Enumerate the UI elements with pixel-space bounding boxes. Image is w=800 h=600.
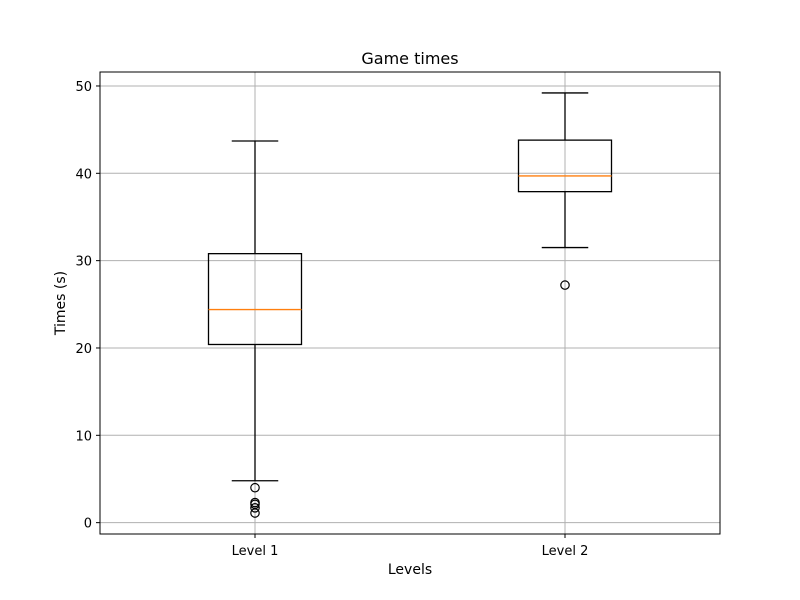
outlier-point bbox=[250, 482, 260, 493]
x-axis-label: Levels bbox=[388, 562, 432, 578]
x-tick-label: Level 1 bbox=[232, 544, 279, 559]
y-axis-label: Times (s) bbox=[53, 271, 69, 336]
y-tick-label: 40 bbox=[75, 167, 92, 182]
x-tick-label: Level 2 bbox=[542, 544, 589, 559]
box-1 bbox=[207, 140, 303, 518]
y-axis: 0 10 20 30 40 50 bbox=[75, 80, 100, 532]
outlier-point bbox=[250, 502, 260, 513]
iqr-box bbox=[517, 139, 613, 193]
y-tick-label: 0 bbox=[84, 517, 92, 532]
y-tick-label: 10 bbox=[75, 429, 92, 444]
iqr-box bbox=[207, 253, 303, 346]
y-tick-label: 30 bbox=[75, 255, 92, 270]
y-tick-label: 50 bbox=[75, 80, 92, 95]
plot-area-frame bbox=[99, 71, 721, 535]
box-2 bbox=[517, 92, 613, 290]
y-tick-label: 20 bbox=[75, 342, 92, 357]
outlier-point bbox=[250, 508, 260, 518]
outlier-point bbox=[560, 280, 570, 290]
x-axis: Level 1 Level 2 bbox=[232, 534, 589, 559]
boxes-group bbox=[207, 92, 613, 518]
chart-title: Game times bbox=[361, 49, 458, 68]
